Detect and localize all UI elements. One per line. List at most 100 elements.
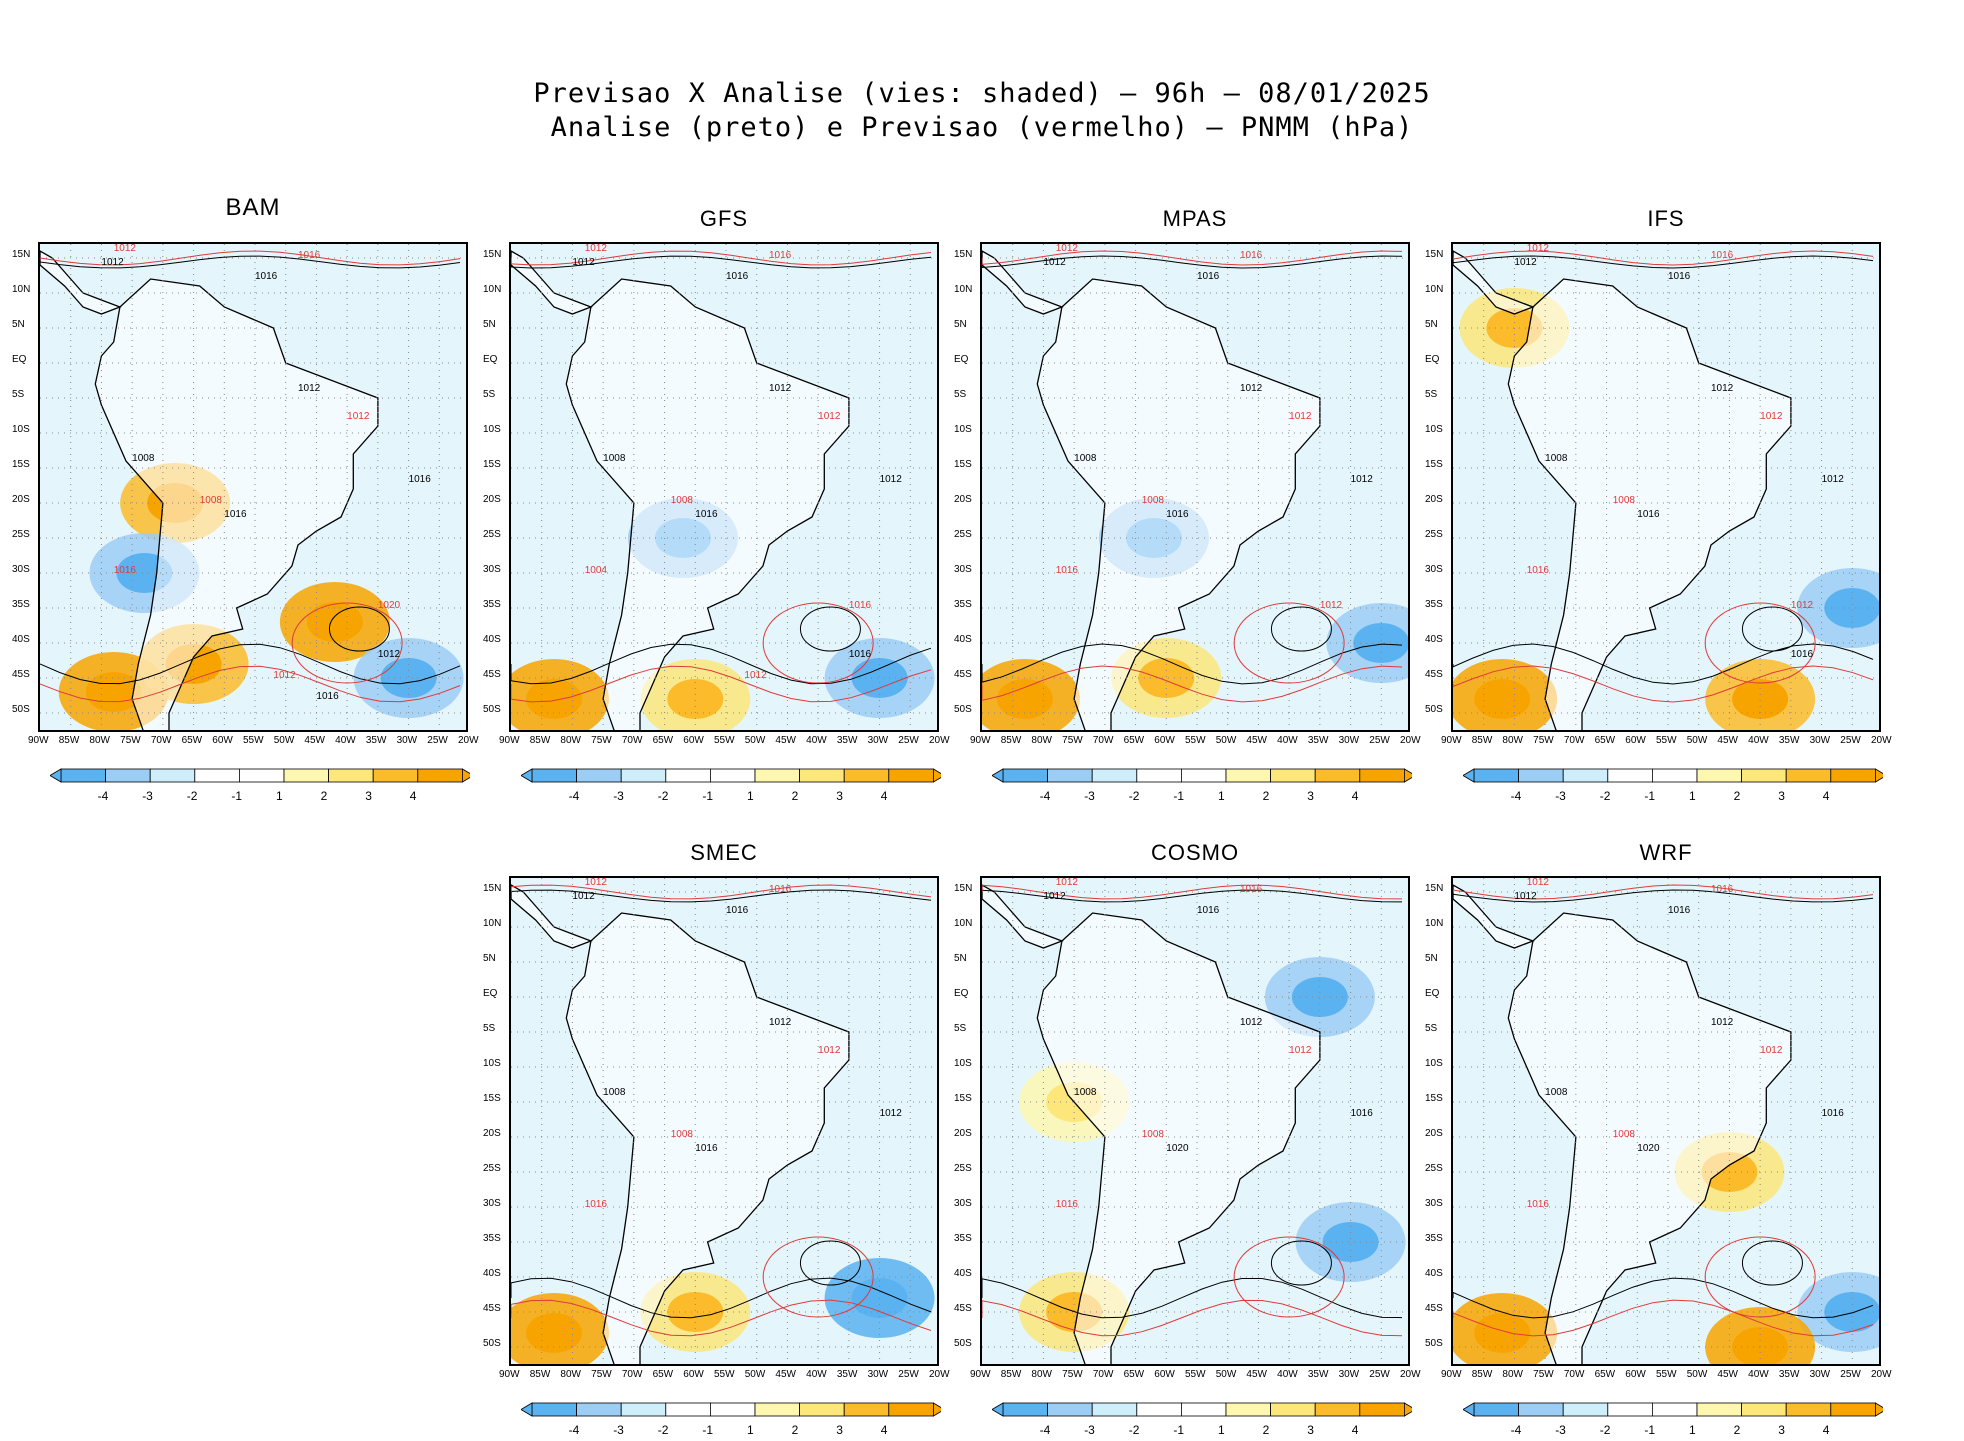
y-tick-label: 15N	[1425, 249, 1444, 260]
analysis-contour-label: 1016	[1668, 271, 1691, 282]
map-panel-gfs: 1012 1016 1012 1008 1016 1012 1016 1012 1016 1012…	[509, 242, 939, 732]
y-tick-label: 45S	[1425, 669, 1443, 680]
y-tick-label: 45S	[483, 1303, 501, 1314]
forecast-isobar	[982, 665, 1403, 703]
colorbar-label: -4	[1039, 789, 1051, 803]
colorbar-segment	[888, 768, 934, 783]
y-tick-label: 15N	[954, 249, 973, 260]
forecast-isobar	[762, 1236, 874, 1318]
colorbar-segment	[105, 768, 151, 783]
forecast-contour-label: 1016	[1240, 250, 1263, 261]
y-tick-label: 10S	[12, 424, 30, 435]
colorbar-label: 1	[1218, 789, 1225, 803]
colorbar-label: 2	[320, 789, 328, 803]
analysis-contour-label: 1012	[1822, 474, 1845, 485]
colorbar-segment	[1607, 768, 1653, 783]
colorbar-segment	[60, 768, 106, 783]
analysis-isobar	[1453, 1277, 1874, 1319]
colorbar-label: -2	[657, 1423, 669, 1437]
colorbar-segment	[1785, 1402, 1832, 1417]
x-tick-label: 50W	[1686, 735, 1708, 746]
analysis-isobar	[982, 1278, 1403, 1319]
map-svg-ifs: 1012101610121008101610121016101210161012…	[1453, 244, 1879, 730]
colorbar-segment	[709, 768, 756, 783]
main-title-line-1: Previsao X Analise (vies: shaded) – 96h …	[533, 78, 1431, 109]
x-tick-label: 70W	[621, 1369, 643, 1380]
colorbar-label: -3	[613, 789, 624, 803]
y-tick-label: EQ	[483, 988, 498, 999]
y-tick-label: 20S	[1425, 494, 1443, 505]
forecast-isobar	[1233, 1236, 1345, 1318]
colorbar-label: -3	[1084, 1423, 1095, 1437]
forecast-contour-label: 1016	[769, 250, 792, 261]
forecast-isobar	[982, 1299, 1403, 1337]
analysis-contour-label: 1016	[224, 509, 247, 520]
colorbar-segment	[1047, 1402, 1093, 1417]
forecast-contour-label: 1012	[585, 878, 608, 888]
colorbar: -4 -3 -2 -1 1 2 3 4	[1462, 1401, 1888, 1441]
analysis-contour-label: 1012	[298, 383, 321, 394]
y-tick-label: 15S	[483, 459, 501, 470]
forecast-isobar	[1704, 602, 1816, 684]
forecast-isobar	[1453, 665, 1874, 703]
y-tick-label: 5N	[954, 319, 967, 330]
analysis-isobar	[511, 889, 932, 903]
y-tick-label: 25S	[12, 529, 30, 540]
colorbar-label: 1	[1689, 789, 1696, 803]
colorbar-max-arrow	[1874, 768, 1888, 783]
x-tick-label: 50W	[1215, 1369, 1237, 1380]
forecast-contour-label: 1008	[671, 495, 694, 506]
analysis-isobar	[982, 889, 1403, 903]
y-tick-label: 45S	[12, 669, 30, 680]
y-tick-label: 10N	[12, 284, 31, 295]
colorbar-label: -3	[1084, 789, 1095, 803]
panel-title-bam: BAM	[225, 194, 281, 221]
x-tick-label: 75W	[1533, 735, 1554, 746]
y-tick-label: 25S	[483, 529, 501, 540]
colorbar-label: 1	[276, 789, 283, 803]
south-america-coastline	[94, 278, 379, 730]
map-svg-bam: 1012101610121008101610161012101610121016…	[40, 244, 466, 730]
colorbar-label: 1	[1689, 1423, 1696, 1437]
bias-blob-core	[1824, 588, 1879, 628]
y-tick-label: 50S	[483, 1338, 501, 1349]
x-tick-label: 65W	[1594, 735, 1616, 746]
x-tick-label: 55W	[1185, 1369, 1206, 1380]
colorbar-max-arrow	[1403, 1402, 1417, 1417]
x-tick-label: 45W	[304, 735, 325, 746]
analysis-isobar	[1741, 1240, 1803, 1286]
x-tick-label: 65W	[652, 735, 674, 746]
map-panel-ifs: 1012 1016 1012 1008 1016 1012 1016 1012 1016 1012…	[1451, 242, 1881, 732]
colorbar-label: -1	[1644, 1423, 1656, 1437]
y-tick-label: 50S	[1425, 704, 1443, 715]
colorbar-segment	[1091, 768, 1138, 783]
analysis-contour-label: 1016	[1668, 905, 1691, 916]
colorbar-min-arrow	[1462, 768, 1475, 783]
central-america-coastline	[1453, 250, 1535, 315]
y-tick-label: 25S	[954, 529, 972, 540]
south-america-coastline	[565, 278, 850, 730]
colorbar-segment	[1607, 1402, 1653, 1417]
y-tick-label: 5N	[483, 319, 496, 330]
y-tick-label: 45S	[483, 669, 501, 680]
forecast-contour-label: 1008	[671, 1129, 694, 1140]
colorbar-segment	[531, 1402, 577, 1417]
map-svg-smec: 1012101610121008101610121012101610121008…	[511, 878, 937, 1364]
colorbar-segment	[1830, 1402, 1876, 1417]
y-tick-label: 50S	[1425, 1338, 1443, 1349]
analysis-isobar	[1453, 889, 1874, 903]
y-tick-label: 5S	[483, 1023, 496, 1034]
x-tick-label: 90W	[28, 735, 49, 746]
x-tick-label: 25W	[427, 735, 448, 746]
forecast-isobar	[40, 665, 461, 703]
y-tick-label: 40S	[12, 634, 30, 645]
x-tick-label: 85W	[58, 735, 80, 746]
forecast-contour-label: 1016	[1056, 565, 1079, 576]
x-tick-label: 45W	[775, 735, 796, 746]
analysis-contour-label: 1016	[1791, 649, 1814, 660]
y-tick-label: 15N	[954, 883, 973, 894]
colorbar: -4 -3 -2 -1 1 2 3 4	[520, 1401, 946, 1441]
x-tick-label: 70W	[621, 735, 643, 746]
colorbar-label: -1	[1173, 1423, 1185, 1437]
forecast-contour-label: 1012	[1056, 244, 1079, 254]
